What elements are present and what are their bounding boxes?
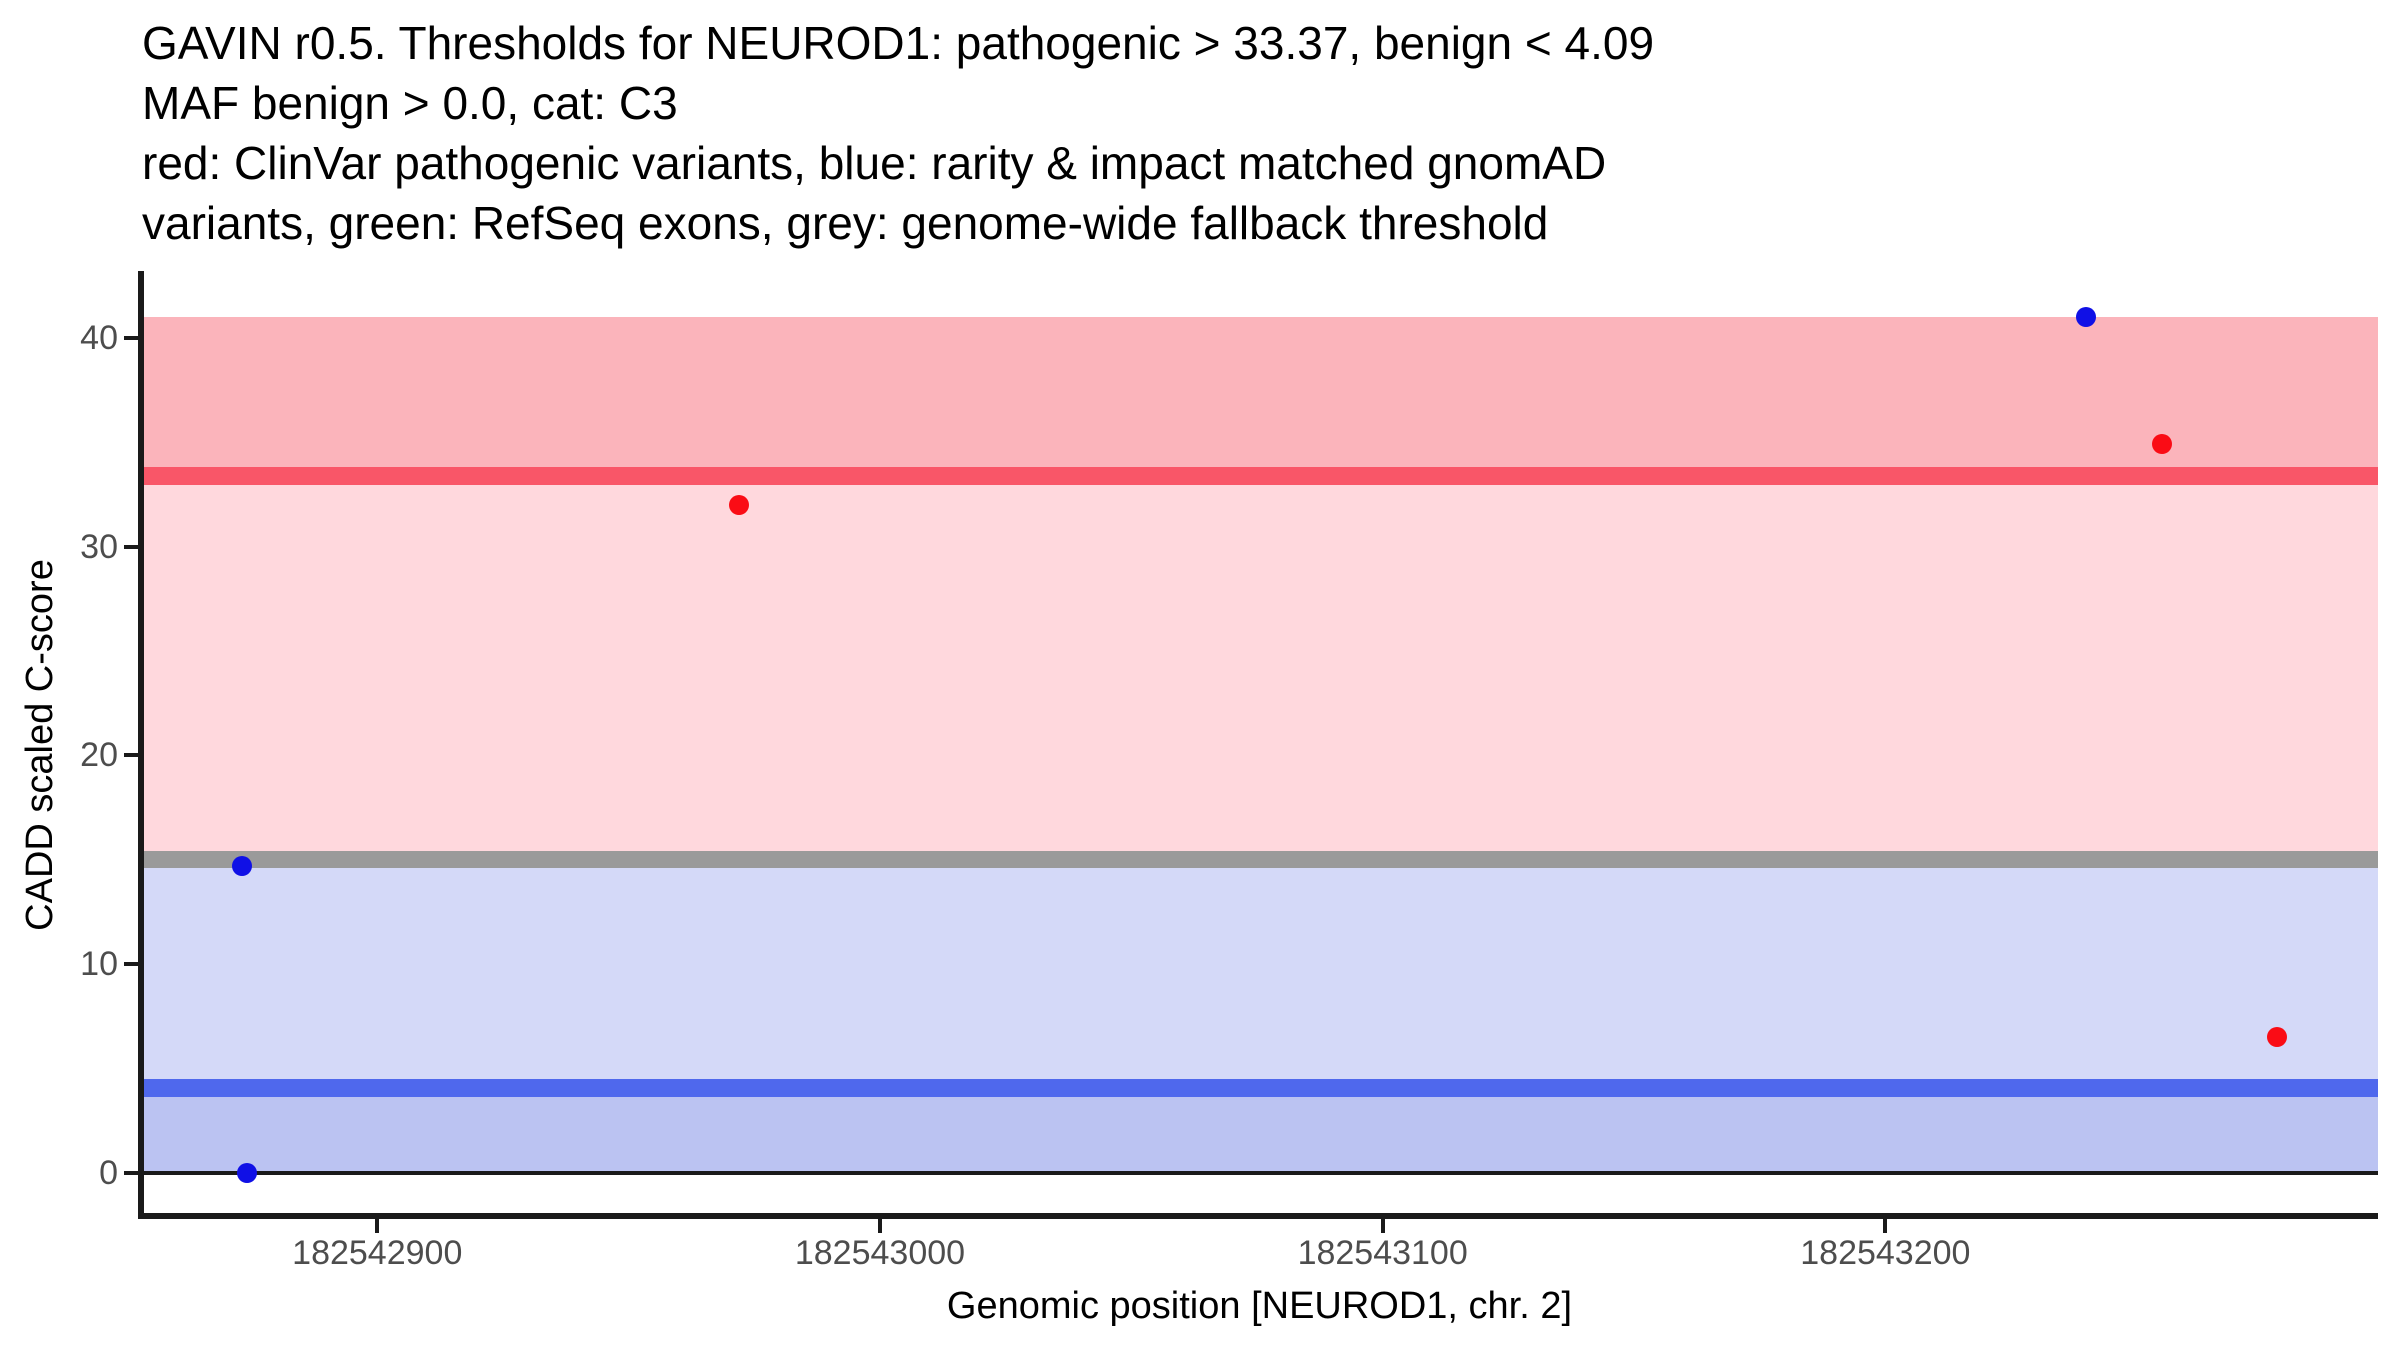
x-tick-mark — [375, 1219, 380, 1233]
benign-threshold-line — [141, 1078, 2378, 1097]
zero-line — [141, 1171, 2378, 1176]
y-tick-mark — [124, 962, 138, 967]
x-axis-title: Genomic position [NEUROD1, chr. 2] — [946, 1285, 1573, 1327]
y-tick-label: 0 — [99, 1154, 118, 1193]
y-tick-label: 30 — [80, 527, 118, 566]
variant-point — [2076, 306, 2097, 327]
x-tick-mark — [877, 1219, 882, 1233]
y-tick-label: 10 — [80, 945, 118, 984]
plot-title-line-1: GAVIN r0.5. Thresholds for NEUROD1: path… — [142, 17, 1655, 69]
x-tick-label: 182543000 — [794, 1234, 966, 1272]
pathogenic-zone-band — [141, 316, 2378, 477]
variant-point — [236, 1163, 257, 1184]
benign-lower-zone-band — [141, 1087, 2378, 1174]
fallback-threshold-line — [141, 851, 2378, 869]
y-tick-mark — [124, 335, 138, 340]
variant-point — [231, 856, 252, 877]
pathogenic-threshold-line — [141, 467, 2378, 486]
y-axis-line — [138, 271, 144, 1219]
x-tick-label: 182543200 — [1800, 1234, 1971, 1272]
variant-point — [729, 494, 750, 515]
plot-panel — [141, 274, 2378, 1216]
plot-title: GAVIN r0.5. Thresholds for NEUROD1: path… — [142, 13, 1654, 253]
y-tick-mark — [124, 544, 138, 549]
y-tick-label: 40 — [80, 318, 118, 357]
y-tick-mark — [124, 753, 138, 758]
plot-title-line-2: MAF benign > 0.0, cat: C3 — [142, 77, 678, 129]
variant-point — [2151, 434, 2172, 455]
x-tick-label: 182542900 — [292, 1234, 463, 1272]
x-tick-label: 182543100 — [1297, 1234, 1468, 1272]
x-axis-line — [138, 1213, 2378, 1219]
y-tick-mark — [124, 1171, 138, 1176]
plot-title-line-4: variants, green: RefSeq exons, grey: gen… — [142, 197, 1549, 249]
plot-title-line-3: red: ClinVar pathogenic variants, blue: … — [142, 137, 1607, 189]
x-tick-mark — [1380, 1219, 1385, 1233]
variant-point — [2267, 1027, 2288, 1048]
y-tick-label: 20 — [80, 736, 118, 775]
x-tick-mark — [1883, 1219, 1888, 1233]
mixed-zone-band — [141, 476, 2378, 860]
benign-upper-zone-band — [141, 859, 2378, 1088]
